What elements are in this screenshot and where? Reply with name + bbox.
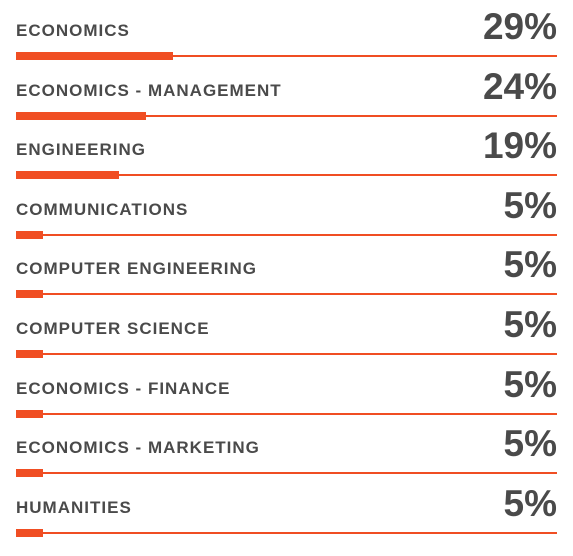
chart-row: HUMANITIES 5% (16, 474, 557, 537)
bar-fill (16, 528, 44, 537)
category-label: COMPUTER ENGINEERING (16, 259, 258, 279)
bar-chart: ECONOMICS 29% ECONOMICS - MANAGEMENT 24% ENG… (16, 0, 557, 556)
chart-row: ECONOMICS - FINANCE 5% (16, 355, 557, 418)
bar-fill (16, 409, 44, 418)
value-label: 5% (503, 423, 557, 465)
bar-track (16, 52, 557, 60)
category-label: ECONOMICS - MARKETING (16, 438, 260, 458)
value-label: 19% (482, 125, 557, 167)
chart-row: ECONOMICS - MARKETING 5% (16, 414, 557, 478)
bar-track (16, 350, 557, 358)
bar-fill (16, 111, 146, 120)
bar-track (16, 290, 557, 299)
value-label: 5% (503, 304, 557, 345)
category-label: ENGINEERING (16, 140, 147, 160)
bar-fill (16, 469, 44, 478)
bar-track (16, 171, 557, 180)
chart-row: COMPUTER ENGINEERING 5% (16, 235, 557, 299)
bar-track (16, 469, 557, 478)
bar-track (16, 528, 557, 537)
bar-track (16, 409, 557, 418)
value-label: 5% (503, 482, 557, 524)
category-label: HUMANITIES (16, 497, 132, 517)
bar-fill (16, 230, 44, 239)
bar-track (16, 230, 557, 239)
value-label: 5% (503, 363, 557, 405)
category-label: COMMUNICATIONS (16, 199, 189, 219)
category-label: ECONOMICS - FINANCE (16, 378, 231, 398)
chart-row: COMMUNICATIONS 5% (16, 176, 557, 239)
bar-fill (16, 350, 44, 358)
chart-row: ECONOMICS - MANAGEMENT 24% (16, 57, 557, 120)
value-label: 5% (503, 184, 557, 226)
bar-fill (16, 52, 173, 60)
bar-track (16, 111, 557, 120)
category-label: ECONOMICS - MANAGEMENT (16, 80, 282, 100)
bar-fill (16, 171, 119, 180)
value-label: 29% (482, 6, 557, 47)
bar-fill (16, 290, 44, 299)
category-label: ECONOMICS (16, 21, 130, 40)
category-label: COMPUTER SCIENCE (16, 319, 210, 338)
chart-row: COMPUTER SCIENCE 5% (16, 295, 557, 358)
chart-row: ENGINEERING 19% (16, 116, 557, 180)
value-label: 5% (503, 244, 557, 286)
value-label: 24% (482, 65, 557, 107)
chart-row: ECONOMICS 29% (16, 0, 557, 60)
